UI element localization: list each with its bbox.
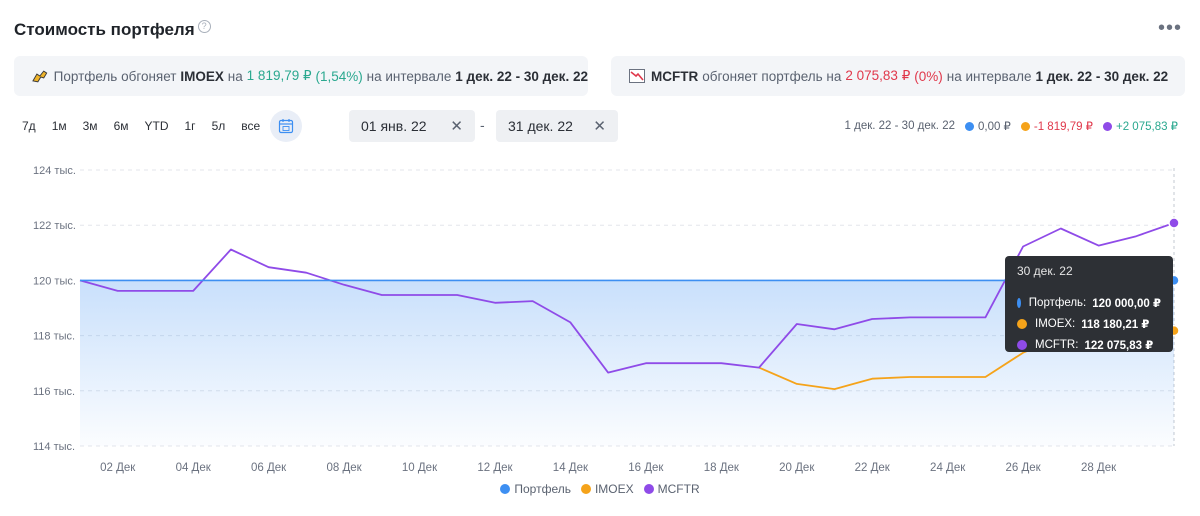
tooltip-row-portfolio: Портфель: 120 000,00 ₽ — [1017, 292, 1161, 313]
tooltip-row-mcftr: MCFTR: 122 075,83 ₽ — [1017, 334, 1161, 355]
period-selector: 7д 1м 3м 6м YTD 1г 5л все — [14, 110, 303, 142]
x-tick-label: 26 Дек — [1006, 462, 1042, 474]
y-tick-label: 118 тыс. — [33, 331, 75, 343]
portfolio-area — [80, 280, 1174, 446]
y-tick-label: 114 тыс. — [33, 441, 75, 453]
portfolio-dot — [964, 121, 974, 131]
question-circle-icon[interactable]: ? — [197, 19, 211, 33]
period-5y-button[interactable]: 5л — [211, 119, 226, 133]
x-tick-label: 22 Дек — [855, 462, 891, 474]
mcftr-line — [79, 222, 1175, 374]
date-separator: - — [480, 117, 485, 133]
chart-legend: Портфель IMOEX MCFTR — [0, 482, 1200, 496]
x-tick-label: 12 Дек — [477, 462, 513, 474]
date-from-input[interactable]: 01 янв. 22 ✕ — [349, 110, 475, 142]
legend-item-imoex[interactable]: IMOEX — [580, 482, 634, 496]
widget-header: Стоимость портфеля ? — [14, 16, 211, 44]
x-tick-label: 04 Дек — [176, 462, 212, 474]
portfolio-chart[interactable]: 114 тыс. 116 тыс. 118 тыс. 120 тыс. 122 тыс.… — [0, 150, 1200, 480]
period-ytd-button[interactable]: YTD — [144, 119, 169, 133]
x-tick-label: 16 Дек — [628, 462, 664, 474]
date-to-input[interactable]: 31 дек. 22 ✕ — [496, 110, 618, 142]
calendar-button[interactable] — [270, 110, 303, 142]
period-1m-button[interactable]: 1м — [51, 119, 67, 133]
y-tick-label: 122 тыс. — [33, 220, 76, 232]
x-tick-label: 14 Дек — [553, 462, 589, 474]
period-all-button[interactable]: все — [241, 119, 261, 133]
imoex-dot — [1020, 121, 1030, 131]
tooltip-row-imoex: IMOEX: 118 180,21 ₽ — [1017, 313, 1161, 334]
x-tick-label: 02 Дек — [100, 462, 136, 474]
x-tick-label: 18 Дек — [704, 462, 740, 474]
chart-down-icon — [629, 69, 645, 83]
comparison-info-imoex: Портфель обгоняет IMOEX на 1 819,79 ₽ (1… — [14, 56, 588, 96]
period-6m-button[interactable]: 6м — [113, 119, 129, 133]
more-horizontal-icon[interactable]: ••• — [1157, 17, 1182, 39]
calendar-icon — [279, 119, 294, 134]
y-tick-label: 116 тыс. — [33, 386, 75, 398]
period-7d-button[interactable]: 7д — [22, 119, 36, 133]
mcftr-point — [1168, 217, 1180, 229]
x-tick-label: 10 Дек — [402, 462, 438, 474]
y-tick-label: 124 тыс. — [33, 165, 76, 177]
period-1y-button[interactable]: 1г — [184, 119, 196, 133]
chart-tooltip: 30 дек. 22 Портфель: 120 000,00 ₽ IMOEX:… — [1005, 256, 1173, 352]
bull-icon — [32, 70, 48, 83]
x-tick-label: 20 Дек — [779, 462, 815, 474]
y-tick-label: 120 тыс. — [33, 275, 76, 287]
clear-date-from-icon[interactable]: ✕ — [450, 118, 463, 135]
x-tick-label: 08 Дек — [326, 462, 362, 474]
legend-item-portfolio[interactable]: Портфель — [500, 482, 571, 496]
x-tick-label: 24 Дек — [930, 462, 966, 474]
page-title: Стоимость портфеля — [14, 20, 195, 39]
tooltip-date: 30 дек. 22 — [1017, 264, 1073, 278]
clear-date-to-icon[interactable]: ✕ — [593, 118, 606, 135]
period-3m-button[interactable]: 3м — [82, 119, 98, 133]
mcftr-dot — [1103, 121, 1112, 131]
comparison-info-mcftr: MCFTR обгоняет портфель на 2 075,83 ₽ (0… — [611, 56, 1185, 96]
x-tick-label: 28 Дек — [1081, 462, 1117, 474]
x-tick-label: 06 Дек — [251, 462, 287, 474]
legend-item-mcftr[interactable]: MCFTR — [643, 482, 700, 496]
period-summary: 1 дек. 22 - 30 дек. 22 0,00 ₽ -1 819,79 … — [844, 120, 1178, 133]
